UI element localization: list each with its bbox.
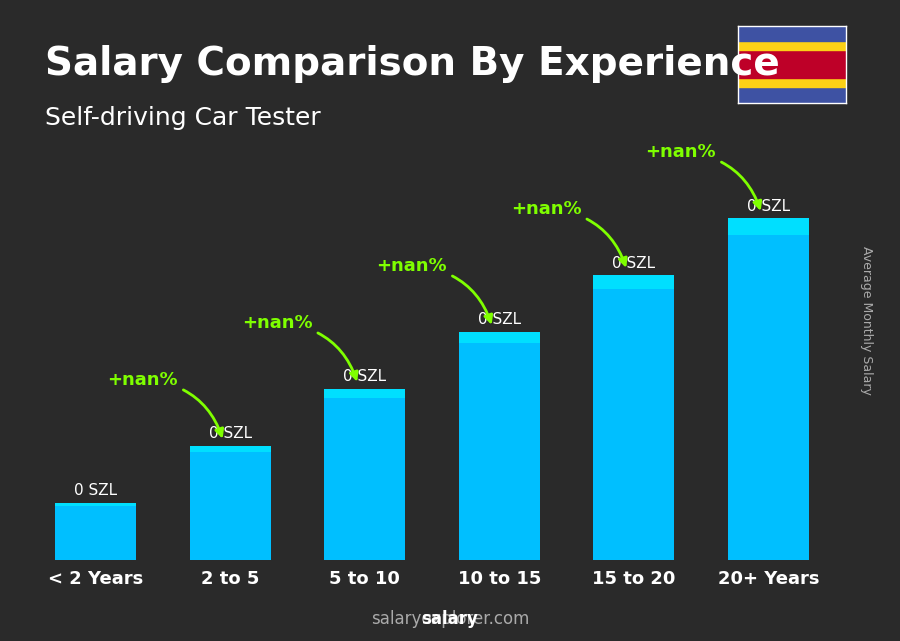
Text: Self-driving Car Tester: Self-driving Car Tester [45, 106, 320, 129]
Bar [738, 50, 846, 78]
Bar [738, 87, 846, 103]
Text: Salary Comparison By Experience: Salary Comparison By Experience [45, 45, 779, 83]
Bar [738, 26, 846, 41]
Bar [738, 78, 846, 87]
Text: +nan%: +nan% [107, 371, 222, 436]
Bar [459, 332, 540, 344]
Text: 0 SZL: 0 SZL [612, 256, 655, 271]
Text: +nan%: +nan% [242, 314, 357, 379]
Bar [190, 446, 271, 560]
Bar [56, 503, 136, 560]
Text: +nan%: +nan% [376, 257, 491, 322]
Text: +nan%: +nan% [511, 200, 626, 265]
Bar [738, 41, 846, 50]
Text: 0 SZL: 0 SZL [74, 483, 117, 498]
Bar [324, 389, 405, 397]
Bar [190, 446, 271, 452]
Text: salary: salary [421, 610, 479, 628]
Bar [324, 389, 405, 560]
Bar [728, 218, 808, 235]
Bar [56, 503, 136, 506]
Bar [593, 275, 674, 560]
Text: +nan%: +nan% [645, 143, 760, 208]
Text: 0 SZL: 0 SZL [209, 426, 252, 442]
Text: 0 SZL: 0 SZL [343, 369, 386, 385]
Bar [728, 218, 808, 560]
Text: 0 SZL: 0 SZL [747, 199, 790, 213]
Text: Average Monthly Salary: Average Monthly Salary [860, 246, 873, 395]
Text: 0 SZL: 0 SZL [478, 312, 521, 328]
Bar [459, 332, 540, 560]
Text: salaryexplorer.com: salaryexplorer.com [371, 610, 529, 628]
Bar [593, 275, 674, 289]
